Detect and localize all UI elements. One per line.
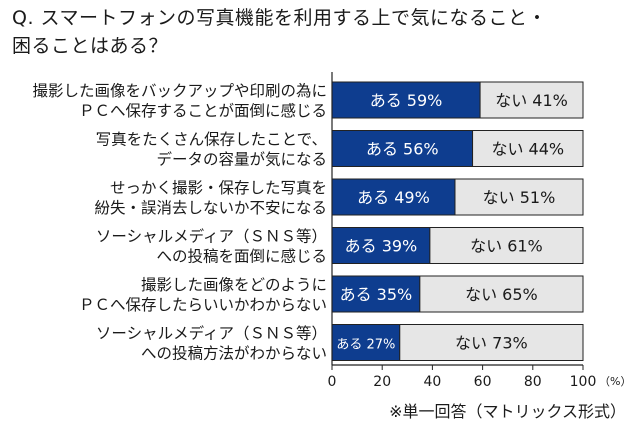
title-line-2: 困ることはある？ [12, 35, 169, 57]
data-label: ある 39% [345, 237, 418, 256]
category-label: ソーシャルメディア（ＳＮＳ等） [96, 227, 327, 246]
data-label: ない 44% [491, 140, 564, 159]
data-label: ない 61% [470, 237, 543, 256]
data-label: ない 65% [465, 285, 538, 304]
bar-segment-nai [472, 130, 584, 167]
data-label: ある 49% [357, 188, 430, 207]
category-label: ＰＣへ保存したらいいかわからない [79, 296, 327, 314]
x-tick-label: 60 [474, 374, 492, 390]
category-label: ＰＣへ保存することが面倒に感じる [79, 102, 327, 120]
x-tick-label: 100 [570, 374, 597, 390]
bar-segment-nai [454, 178, 584, 216]
x-tick-label: 40 [423, 374, 441, 390]
data-label: ある 59% [370, 91, 443, 110]
bar-segment-nai [429, 227, 584, 264]
category-label: 撮影した画像をどのように [141, 276, 327, 294]
data-label: ない 73% [455, 334, 528, 353]
bar-segment-aru [331, 324, 401, 361]
category-label: 紛失・誤消去しないか不安になる [94, 199, 327, 217]
category-label: への投稿を面倒に感じる [156, 248, 327, 266]
bar-segment-nai [419, 275, 584, 313]
footnote: ※単一回答（マトリックス形式） [389, 402, 626, 421]
category-label: 写真をたくさん保存したことで、 [96, 131, 327, 149]
category-label: への投稿方法がわからない [141, 345, 327, 363]
data-label: ない 41% [495, 91, 568, 110]
chart-title: Q. スマートフォンの写真機能を利用する上で気になること・ 困ることはある？ [12, 4, 632, 60]
data-label: ない 51% [483, 188, 556, 207]
bar-segment-nai [399, 324, 584, 361]
x-tick-label: 20 [373, 374, 391, 390]
x-tick-label: 0 [328, 374, 337, 390]
bar-segment-aru [331, 275, 421, 313]
data-label: ある 35% [340, 285, 413, 304]
x-tick-label: 80 [524, 374, 542, 390]
data-label: ある 27% [336, 338, 395, 353]
bar-segment-aru [331, 227, 431, 264]
category-label: データの容量が気になる [156, 150, 327, 169]
x-axis-unit: （%） [599, 375, 631, 388]
stacked-bar-chart: 撮影した画像をバックアップや印刷の為に ＰＣへ保存することが面倒に感じる ある 59… [32, 72, 631, 390]
category-label: ソーシャルメディア（ＳＮＳ等） [96, 324, 327, 343]
category-label: せっかく撮影・保存した写真を [110, 179, 327, 197]
bar-segment-aru [331, 178, 456, 216]
data-label: ある 56% [366, 140, 439, 159]
category-label: 撮影した画像をバックアップや印刷の為に [32, 82, 327, 100]
title-line-1: Q. スマートフォンの写真機能を利用する上で気になること・ [12, 7, 547, 29]
bar-segment-aru [331, 130, 474, 167]
bar-segment-nai [479, 81, 584, 119]
bar-segment-aru [331, 81, 481, 119]
